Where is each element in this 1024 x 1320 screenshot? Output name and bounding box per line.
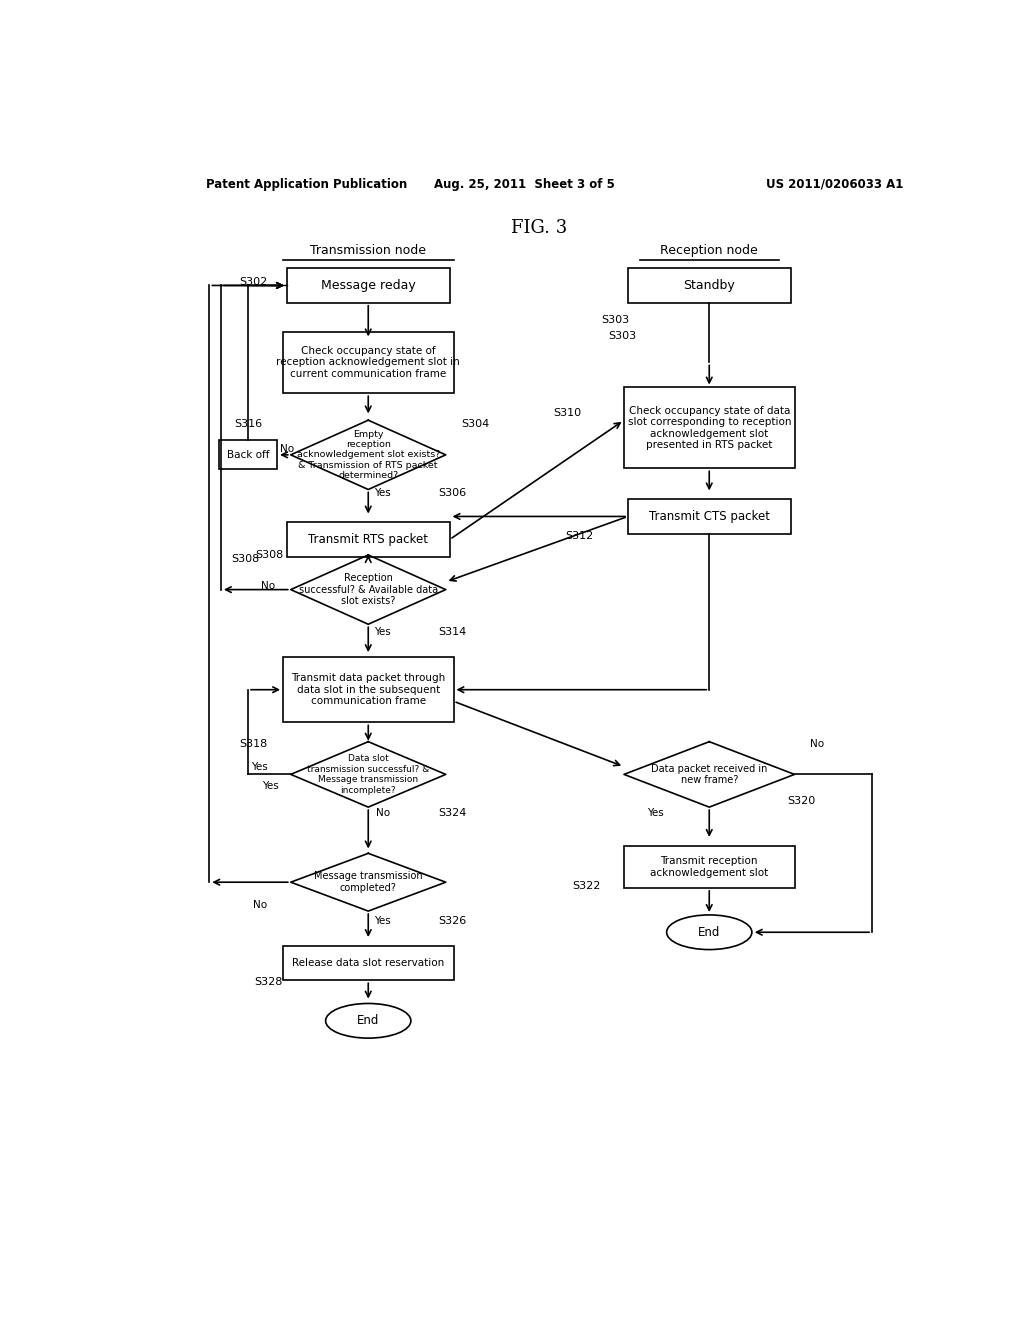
Ellipse shape bbox=[667, 915, 752, 949]
FancyBboxPatch shape bbox=[628, 499, 791, 533]
Text: Reception node: Reception node bbox=[660, 244, 758, 257]
Ellipse shape bbox=[326, 1003, 411, 1038]
Text: S303: S303 bbox=[608, 330, 637, 341]
Text: S304: S304 bbox=[461, 418, 489, 429]
Text: Data slot
transmission successful? &
Message transmission
incomplete?: Data slot transmission successful? & Mes… bbox=[307, 754, 429, 795]
Text: FIG. 3: FIG. 3 bbox=[511, 219, 567, 236]
Text: Yes: Yes bbox=[262, 781, 280, 791]
FancyBboxPatch shape bbox=[283, 945, 454, 981]
Text: Aug. 25, 2011  Sheet 3 of 5: Aug. 25, 2011 Sheet 3 of 5 bbox=[434, 178, 615, 190]
Text: Data packet received in
new frame?: Data packet received in new frame? bbox=[651, 763, 767, 785]
Text: Yes: Yes bbox=[251, 762, 267, 772]
Text: Patent Application Publication: Patent Application Publication bbox=[206, 178, 407, 190]
Text: S322: S322 bbox=[572, 880, 601, 891]
Text: End: End bbox=[698, 925, 721, 939]
FancyBboxPatch shape bbox=[628, 268, 791, 302]
Text: Transmission node: Transmission node bbox=[310, 244, 426, 257]
Text: Empty
reception
acknowledgement slot exists?
& Transmission of RTS packet
determ: Empty reception acknowledgement slot exi… bbox=[297, 429, 440, 480]
FancyBboxPatch shape bbox=[283, 657, 454, 722]
Text: S303: S303 bbox=[601, 315, 629, 325]
Text: Yes: Yes bbox=[647, 808, 664, 818]
Text: No: No bbox=[261, 581, 275, 591]
Text: S306: S306 bbox=[438, 488, 466, 499]
Text: Release data slot reservation: Release data slot reservation bbox=[292, 958, 444, 968]
FancyBboxPatch shape bbox=[283, 331, 454, 393]
Text: Standby: Standby bbox=[683, 279, 735, 292]
Text: Reception
successful? & Available data
slot exists?: Reception successful? & Available data s… bbox=[299, 573, 438, 606]
Text: Back off: Back off bbox=[227, 450, 269, 459]
Text: S310: S310 bbox=[553, 408, 582, 417]
Text: Transmit data packet through
data slot in the subsequent
communication frame: Transmit data packet through data slot i… bbox=[291, 673, 445, 706]
Text: S312: S312 bbox=[565, 531, 593, 541]
Text: S308: S308 bbox=[231, 554, 260, 564]
Text: No: No bbox=[376, 808, 390, 818]
Text: Message reday: Message reday bbox=[321, 279, 416, 292]
Text: S318: S318 bbox=[240, 739, 267, 748]
Text: US 2011/0206033 A1: US 2011/0206033 A1 bbox=[766, 178, 903, 190]
Text: S324: S324 bbox=[438, 808, 466, 818]
Text: Transmit reception
acknowledgement slot: Transmit reception acknowledgement slot bbox=[650, 855, 768, 878]
Text: S302: S302 bbox=[240, 277, 267, 286]
Text: Yes: Yes bbox=[375, 916, 391, 925]
FancyBboxPatch shape bbox=[219, 441, 278, 470]
Text: No: No bbox=[253, 900, 267, 911]
Text: No: No bbox=[280, 445, 294, 454]
Text: S320: S320 bbox=[786, 796, 815, 807]
Text: S316: S316 bbox=[234, 418, 262, 429]
Text: S328: S328 bbox=[255, 977, 283, 987]
Text: End: End bbox=[357, 1014, 380, 1027]
FancyBboxPatch shape bbox=[287, 268, 450, 302]
FancyBboxPatch shape bbox=[624, 846, 795, 888]
Text: Yes: Yes bbox=[375, 488, 391, 499]
Text: No: No bbox=[810, 739, 824, 748]
Text: Yes: Yes bbox=[375, 627, 391, 638]
Text: Transmit CTS packet: Transmit CTS packet bbox=[649, 510, 770, 523]
Text: Check occupancy state of
reception acknowledgement slot in
current communication: Check occupancy state of reception ackno… bbox=[276, 346, 460, 379]
FancyBboxPatch shape bbox=[287, 523, 450, 557]
Text: S314: S314 bbox=[438, 627, 466, 638]
Text: S308: S308 bbox=[255, 550, 283, 560]
FancyBboxPatch shape bbox=[624, 388, 795, 469]
Text: S326: S326 bbox=[438, 916, 466, 925]
Text: Transmit RTS packet: Transmit RTS packet bbox=[308, 533, 428, 546]
Text: Check occupancy state of data
slot corresponding to reception
acknowledgement sl: Check occupancy state of data slot corre… bbox=[628, 405, 791, 450]
Text: Message transmission
completed?: Message transmission completed? bbox=[314, 871, 423, 894]
